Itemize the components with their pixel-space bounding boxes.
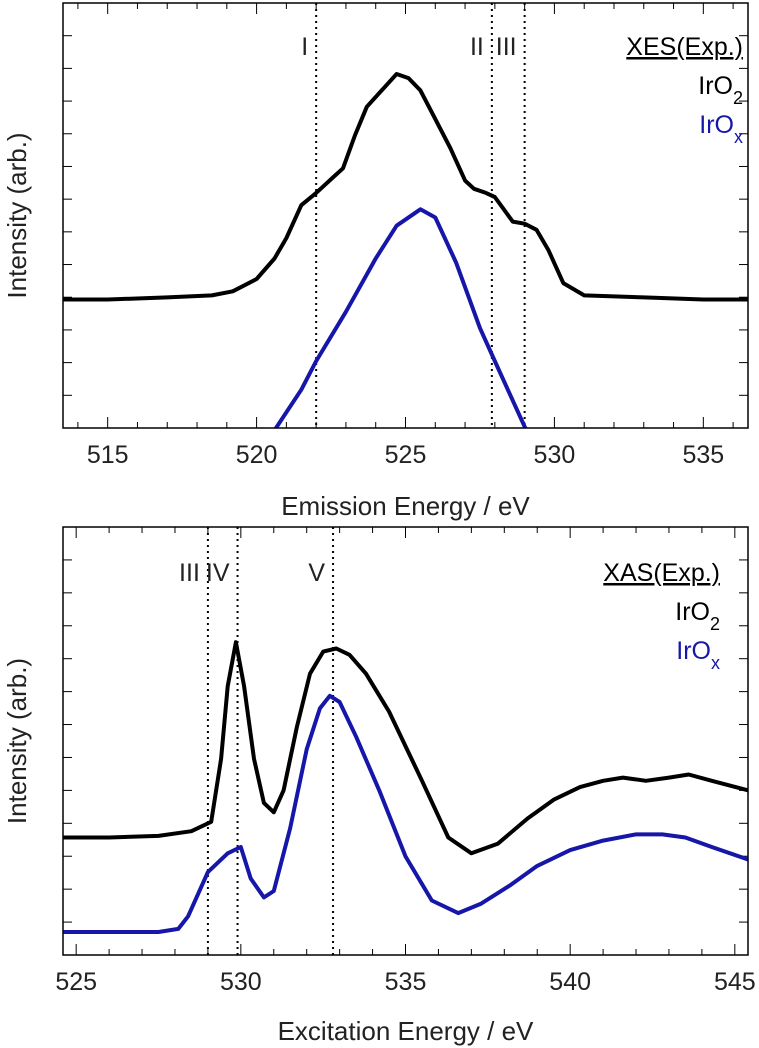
series-line-IrOx [63,693,748,934]
x-axis-label: Excitation Energy / eV [278,1016,534,1046]
legend-entry: IrO2 [698,72,743,108]
legend-entry: IrOx [699,111,743,147]
legend-entry-name: IrO [698,72,733,100]
plot-frame [62,2,749,429]
region-label-II: II [470,33,484,61]
x-tick-label: 530 [534,441,576,469]
region-label-V: V [308,559,325,587]
x-tick-label: 525 [385,441,427,469]
legend-entry-name: IrO [699,111,734,139]
x-tick-label: 530 [220,968,262,996]
x-tick-label: 515 [87,441,129,469]
y-axis-label: Intensity (arb.) [2,132,32,298]
legend-entry-name: IrO [676,637,711,665]
x-tick-label: 535 [385,968,427,996]
x-tick-label: 525 [55,968,97,996]
x-axis-label: Emission Energy / eV [281,491,530,521]
region-label-III: III [496,33,517,61]
region-label-IV: IV [206,559,230,587]
y-axis-label: Intensity (arb.) [2,658,32,824]
x-tick-label: 545 [714,968,756,996]
x-tick-label: 535 [682,441,724,469]
x-tick-label: 540 [549,968,591,996]
legend-title: XAS(Exp.) [603,559,720,587]
plot-frame [62,526,749,956]
x-tick-label: 520 [236,441,278,469]
series-line-IrOx [273,207,528,428]
legend-entry-subscript: 2 [733,88,743,108]
series-line-IrO2 [63,640,748,856]
legend-entry-name: IrO [675,598,710,626]
legend-entry-subscript: 2 [710,614,720,634]
legend-entry-subscript: x [711,653,720,673]
region-label-I: I [301,33,308,61]
series-line-IrO2 [63,72,748,302]
legend-title: XES(Exp.) [626,33,743,61]
region-label-III: III [179,559,200,587]
legend-entry: IrO2 [675,598,720,634]
legend-entry-subscript: x [734,127,743,147]
xas-panel: 525 530 535 540 545 III IV V Excitation Energy /… [2,526,756,1046]
legend-entry: IrOx [676,637,720,673]
